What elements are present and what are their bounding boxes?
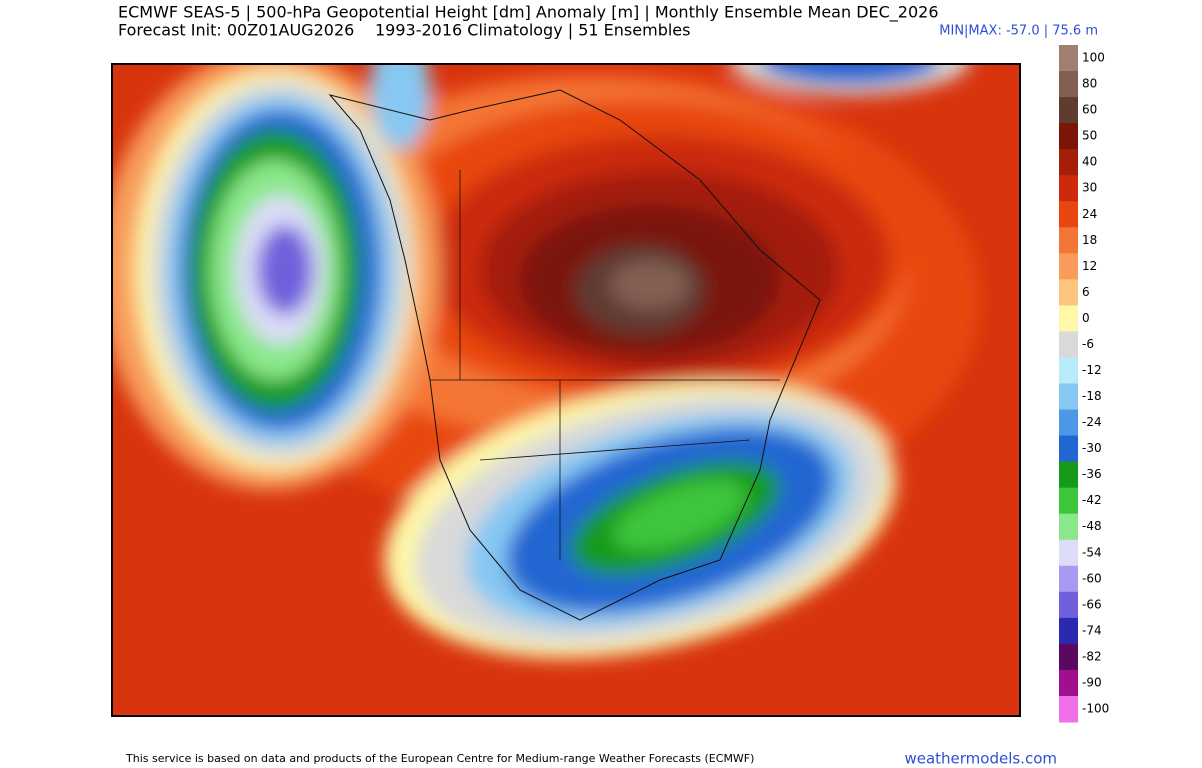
colorbar-swatch (1059, 357, 1078, 384)
colorbar-label: -66 (1082, 597, 1102, 611)
colorbar-swatch (1059, 669, 1078, 697)
colorbar-label: 80 (1082, 77, 1097, 91)
colorbar-label: -48 (1082, 519, 1102, 533)
colorbar-swatch (1059, 461, 1078, 489)
colorbar-label: 12 (1082, 259, 1097, 273)
climatology: 1993-2016 Climatology | 51 Ensembles (375, 21, 690, 40)
colorbar-label: 30 (1082, 181, 1097, 195)
colorbar-swatch (1059, 513, 1078, 541)
colorbar-label: 50 (1082, 129, 1097, 143)
colorbar: 100806050403024181260-6-12-18-24-30-36-4… (1059, 45, 1109, 723)
colorbar-label: 24 (1082, 207, 1097, 221)
colorbar-label: 0 (1082, 311, 1090, 325)
colorbar-label: -12 (1082, 363, 1102, 377)
colorbar-swatch (1059, 565, 1078, 593)
colorbar-swatch (1059, 435, 1078, 463)
contour (610, 260, 690, 310)
colorbar-swatch (1059, 71, 1078, 98)
colorbar-swatch (1059, 227, 1078, 254)
colorbar-swatch (1059, 643, 1078, 671)
anomaly-field (112, 64, 980, 659)
colorbar-swatch (1059, 45, 1078, 72)
colorbar-swatch (1059, 279, 1078, 306)
min-max: MIN|MAX: -57.0 | 75.6 m (939, 24, 1098, 39)
colorbar-label: -36 (1082, 467, 1102, 481)
colorbar-swatch (1059, 695, 1078, 723)
colorbar-label: 6 (1082, 285, 1090, 299)
colorbar-label: -24 (1082, 415, 1102, 429)
colorbar-label: -100 (1082, 701, 1109, 715)
contour (613, 479, 747, 551)
contour (370, 64, 430, 150)
colorbar-swatch (1059, 123, 1078, 150)
colorbar-swatch (1059, 305, 1078, 332)
colorbar-label: -6 (1082, 337, 1094, 351)
colorbar-label: -60 (1082, 571, 1102, 585)
site: weathermodels.com (904, 750, 1057, 768)
colorbar-label: -90 (1082, 675, 1102, 689)
colorbar-swatch (1059, 149, 1078, 176)
colorbar-swatch (1059, 539, 1078, 567)
colorbar-label: 18 (1082, 233, 1097, 247)
colorbar-label: -82 (1082, 649, 1102, 663)
init: Forecast Init: 00Z01AUG2026 (118, 21, 354, 40)
colorbar-label: 100 (1082, 51, 1105, 65)
colorbar-swatch (1059, 331, 1078, 358)
colorbar-swatch (1059, 409, 1078, 437)
contour (761, 64, 939, 85)
title: ECMWF SEAS-5 | 500-hPa Geopotential Heig… (118, 3, 939, 23)
colorbar-label: -30 (1082, 441, 1102, 455)
colorbar-label: -74 (1082, 623, 1102, 637)
colorbar-label: 60 (1082, 103, 1097, 117)
colorbar-swatch (1059, 617, 1078, 645)
coastline (328, 89, 821, 621)
colorbar-swatch (1059, 591, 1078, 619)
borders (430, 170, 780, 560)
colorbar-swatch (1059, 175, 1078, 202)
colorbar-label: -54 (1082, 545, 1102, 559)
colorbar-label: -42 (1082, 493, 1102, 507)
credit: This service is based on data and produc… (125, 752, 754, 765)
colorbar-swatch (1059, 201, 1078, 228)
colorbar-swatch (1059, 97, 1078, 124)
colorbar-swatch (1059, 383, 1078, 411)
colorbar-label: -18 (1082, 389, 1102, 403)
contour (257, 225, 313, 315)
map (112, 64, 1020, 716)
colorbar-swatch (1059, 253, 1078, 280)
colorbar-swatch (1059, 487, 1078, 515)
map-frame (111, 63, 1021, 717)
colorbar-label: 40 (1082, 155, 1097, 169)
